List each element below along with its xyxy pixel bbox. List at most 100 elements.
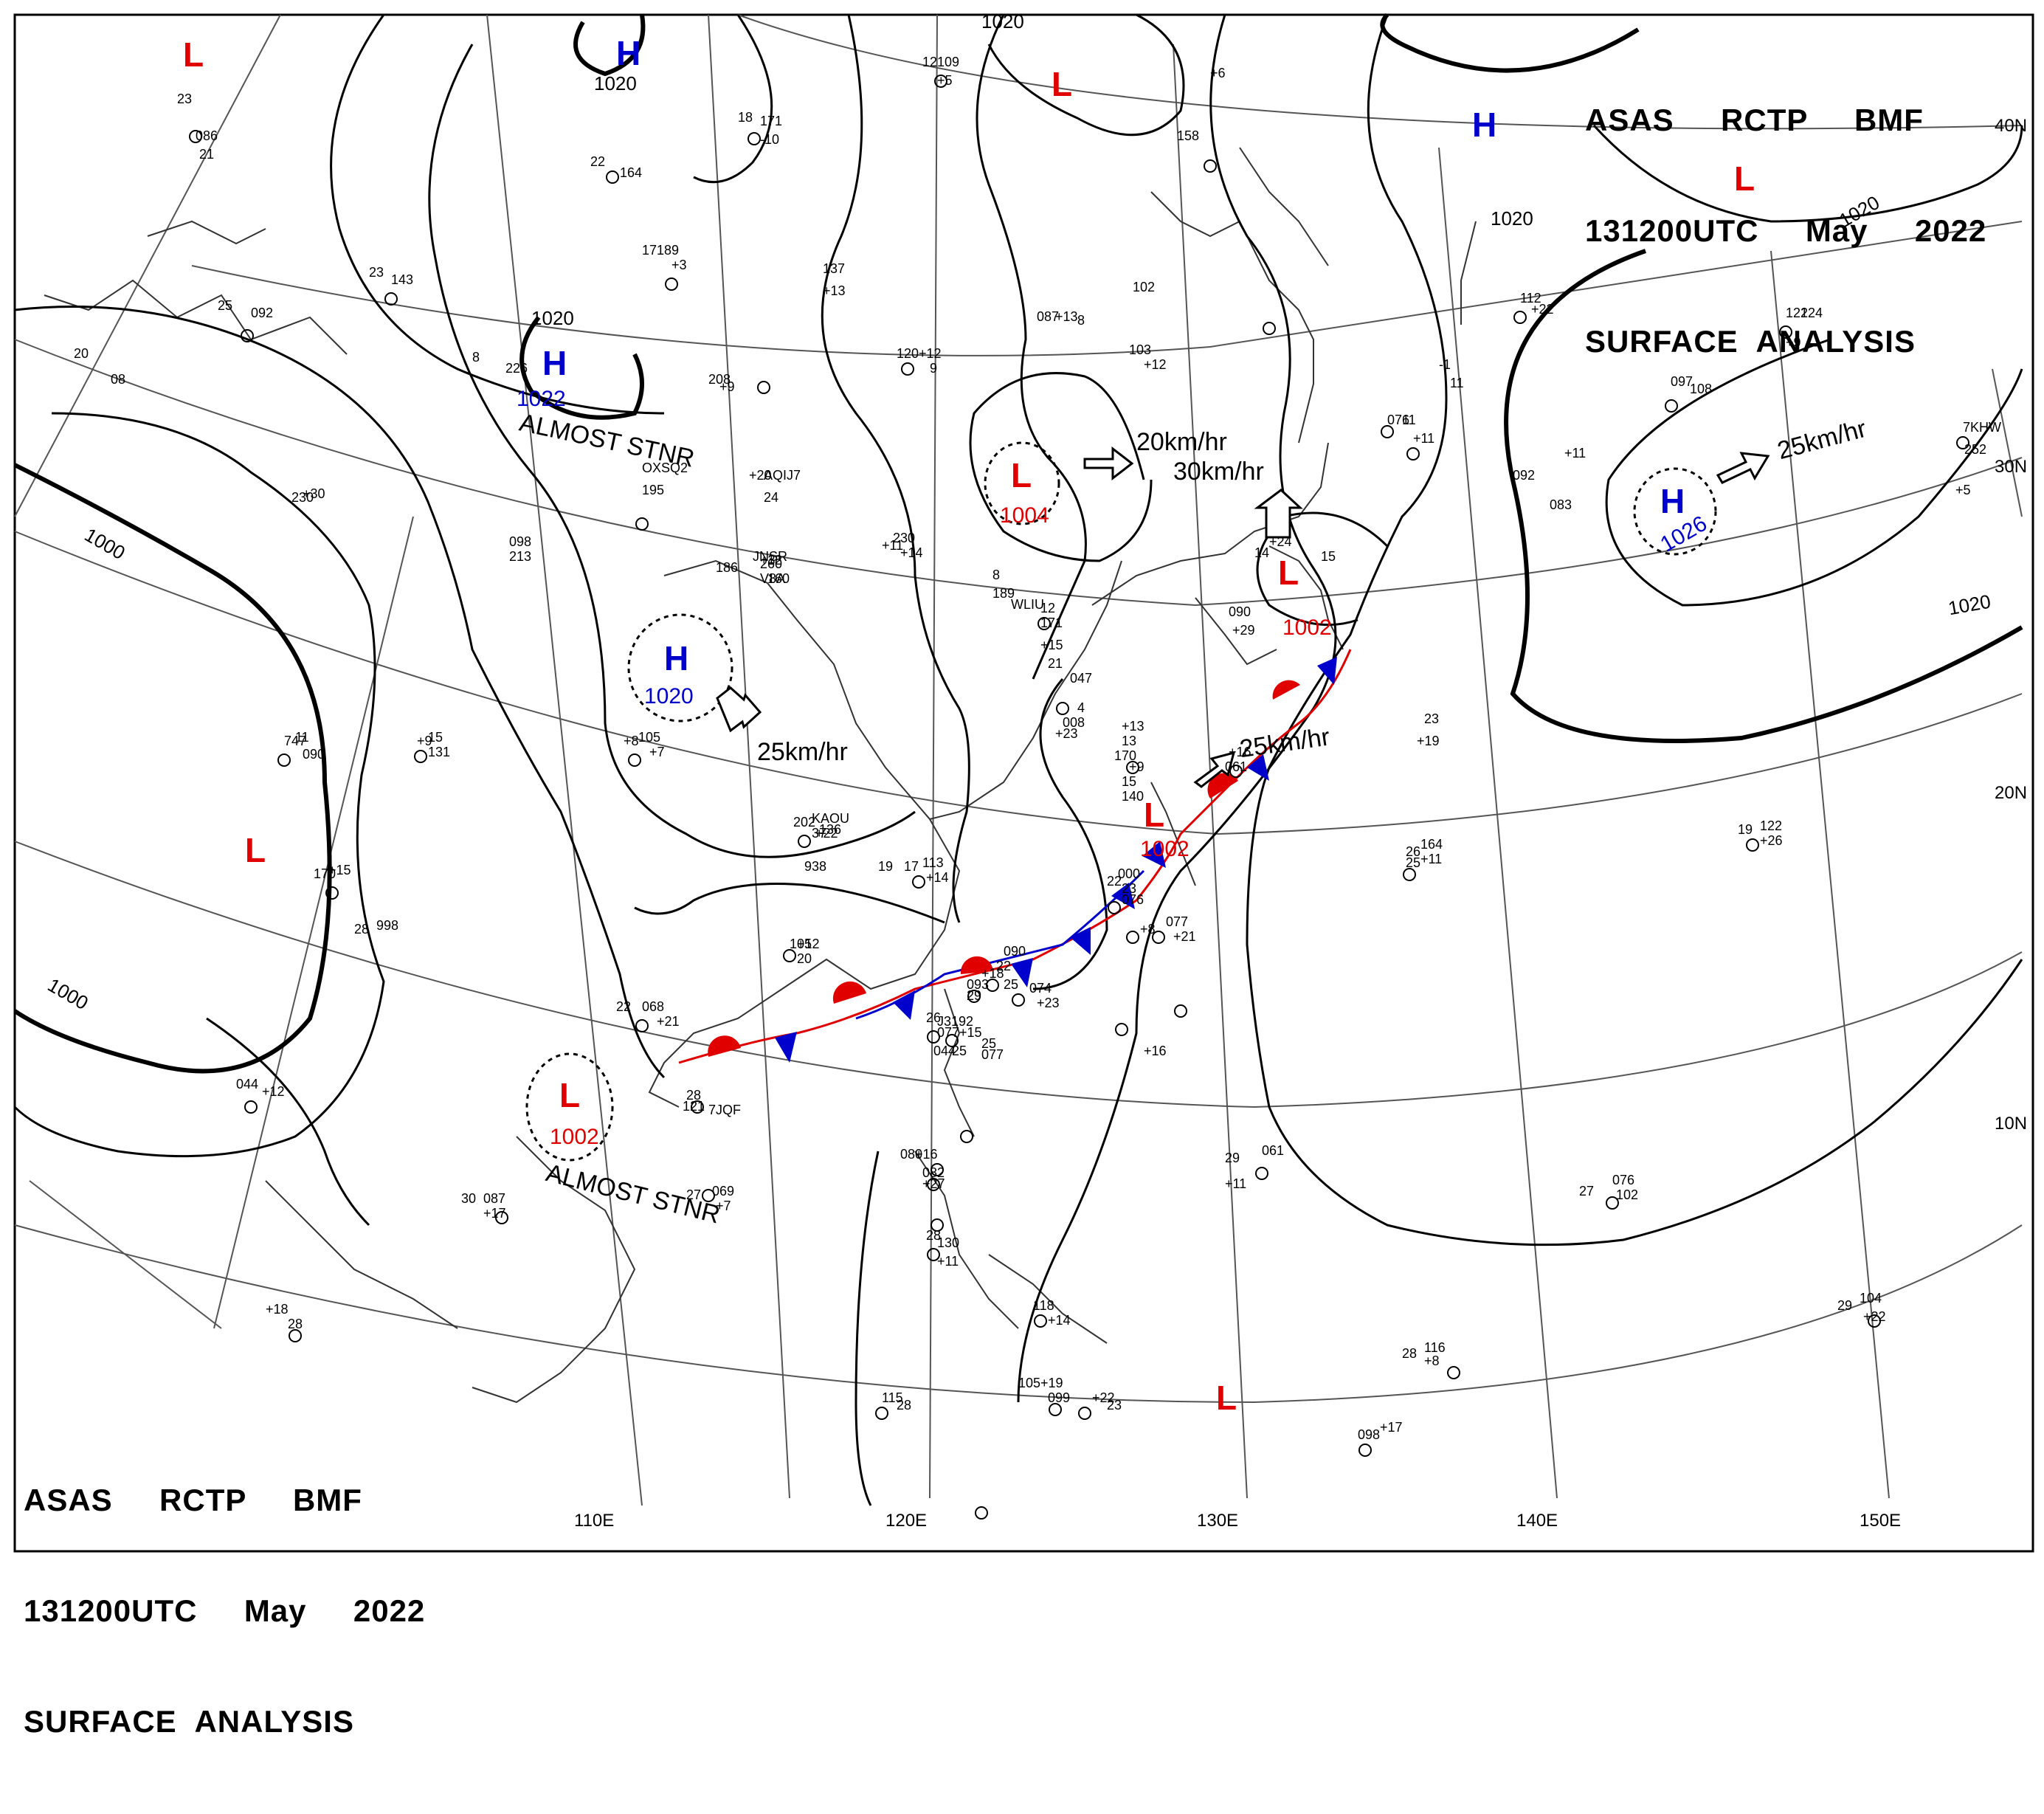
coastline <box>988 1254 1108 1344</box>
station-value: 087 <box>483 1191 505 1206</box>
station-value: +30 <box>303 486 325 501</box>
center-letter: L <box>1144 796 1164 834</box>
station-marker <box>927 1178 940 1191</box>
isobar-label: 1020 <box>1491 207 1533 230</box>
cold-front-symbol <box>1247 754 1269 781</box>
station-value: +12 <box>262 1084 285 1099</box>
isobar <box>1017 14 1337 1403</box>
station-value: +7 <box>649 745 665 759</box>
latitude-label: 10N <box>1995 1114 2027 1134</box>
station-value: 20 <box>797 951 812 966</box>
station-value: 044 <box>933 1044 956 1058</box>
station-value: 17 <box>642 243 657 258</box>
center-value: 1002 <box>550 1125 599 1149</box>
station-value: +9 <box>719 379 735 394</box>
station-value: +16 <box>1229 745 1251 759</box>
station-value: +12 <box>797 937 820 951</box>
longitude-label: 120E <box>885 1511 927 1531</box>
station-value: 252 <box>1964 442 1986 457</box>
station-value: 226 <box>505 361 528 376</box>
station-value: 747 <box>284 734 306 748</box>
station-value: 090 <box>303 747 325 762</box>
meridian-line <box>14 14 281 517</box>
station-value: 20 <box>74 346 89 361</box>
station-marker <box>606 170 619 184</box>
station-value: 140 <box>1122 789 1144 804</box>
center-circles <box>525 441 1717 1162</box>
station-value: 230 <box>893 531 915 545</box>
station-value: 13 <box>1122 734 1136 748</box>
station-value: +9 <box>1786 335 1801 350</box>
pressure-centers: L H 1020 L H L H 1022 L 1004 H 1026 H 10… <box>183 34 1755 1417</box>
center-value: 1002 <box>1140 837 1190 861</box>
station-value: +22 <box>1863 1309 1886 1324</box>
station-marker <box>1126 931 1139 944</box>
isobar <box>969 372 1153 562</box>
station-marker <box>1447 1366 1460 1379</box>
station-value: 120 <box>897 346 919 361</box>
isobar-1020 <box>1380 13 1640 73</box>
cold-front-symbol <box>1317 657 1337 685</box>
warm-front-symbol <box>708 1035 741 1057</box>
meridian-line <box>1438 147 1558 1499</box>
station-marker <box>325 886 339 900</box>
coastline <box>1195 597 1277 666</box>
cold-front-symbol <box>893 990 915 1020</box>
center-value: 1020 <box>644 684 694 708</box>
warm-front-symbol <box>832 981 866 1004</box>
isobar <box>14 306 666 1079</box>
center-letter: L <box>559 1076 580 1114</box>
motion-arrows <box>716 446 1770 788</box>
station-value: 27 <box>1579 1184 1594 1199</box>
station-value: 076 <box>1387 413 1409 427</box>
station-value: 25 <box>218 298 232 313</box>
station-value: 08 <box>111 372 125 387</box>
isobar-1020 <box>1504 249 2023 743</box>
station-value: 098 <box>1358 1427 1380 1442</box>
station-value: 122 <box>1760 818 1782 833</box>
station-marker <box>930 1218 944 1232</box>
station-value: 28 <box>926 1228 941 1243</box>
station-value: 230 <box>291 490 314 505</box>
cold-front-symbol <box>1142 841 1166 868</box>
coastline <box>914 1151 1019 1329</box>
station-marker <box>702 1189 715 1202</box>
station-value: 4 <box>1077 700 1085 715</box>
station-value: +15 <box>328 863 351 877</box>
station-marker <box>1606 1196 1619 1210</box>
coastlines <box>44 147 1477 1404</box>
station-value: +29 <box>1232 623 1255 638</box>
station-value: +22 <box>1531 302 1554 317</box>
station-value: 098 <box>509 534 531 549</box>
motion-label: 25km/hr <box>1238 723 1332 763</box>
station-marker <box>875 1407 888 1420</box>
station-value: 23 <box>1107 1398 1122 1413</box>
station-marker <box>927 1030 940 1044</box>
coastline <box>943 988 975 1137</box>
station-value: +21 <box>657 1014 680 1029</box>
parallel-line <box>191 221 2023 356</box>
station-value: +21 <box>1173 929 1196 944</box>
station-value: 27 <box>686 1187 701 1202</box>
station-value: 26 <box>926 1010 941 1025</box>
station-value: 22 <box>1107 874 1122 889</box>
station-value: 093 <box>967 977 989 992</box>
station-marker <box>901 362 914 376</box>
center-letter: L <box>1052 65 1072 103</box>
station-marker <box>289 1329 302 1342</box>
map-border <box>13 13 2034 1553</box>
station-value: 22 <box>616 999 631 1014</box>
parallel-line <box>14 339 2023 607</box>
station-marker <box>927 1248 940 1261</box>
longitude-label: 130E <box>1197 1511 1238 1531</box>
station-marker <box>414 750 427 763</box>
station-marker <box>1779 325 1792 339</box>
station-marker <box>1012 993 1025 1007</box>
center-letter: L <box>1011 456 1032 494</box>
station-marker <box>930 1163 944 1176</box>
station-value: 080 <box>900 1147 922 1162</box>
meridian-line <box>708 14 790 1499</box>
station-value: 077 <box>1166 914 1188 929</box>
motion-arrow <box>1254 489 1303 539</box>
station-value: 37 <box>812 826 826 841</box>
